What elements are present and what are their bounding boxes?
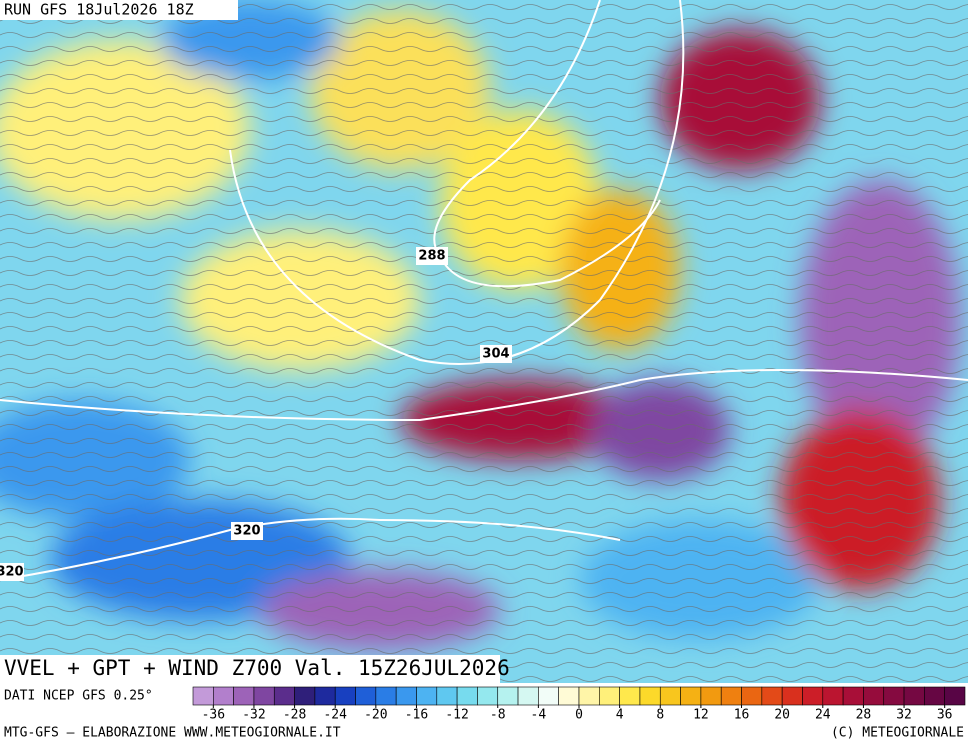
color-swatch bbox=[741, 686, 763, 706]
color-swatch bbox=[294, 686, 316, 706]
color-swatch bbox=[456, 686, 478, 706]
color-swatch bbox=[375, 686, 397, 706]
color-swatch bbox=[538, 686, 559, 706]
tick-label: 12 bbox=[693, 708, 709, 723]
color-swatch bbox=[822, 686, 844, 706]
color-swatch bbox=[863, 686, 885, 706]
color-swatch bbox=[578, 686, 600, 706]
tick-label: 36 bbox=[937, 708, 953, 723]
color-swatch bbox=[720, 686, 742, 706]
color-swatch bbox=[680, 686, 702, 706]
tick-label: -12 bbox=[445, 708, 468, 723]
contour-label: 320 bbox=[0, 565, 24, 580]
color-swatch bbox=[253, 686, 275, 706]
color-swatch bbox=[700, 686, 722, 706]
color-swatch bbox=[273, 686, 295, 706]
color-swatch bbox=[558, 686, 580, 706]
color-swatch bbox=[924, 686, 945, 706]
tick-label: 0 bbox=[575, 708, 583, 723]
color-swatch bbox=[659, 686, 681, 706]
color-swatch bbox=[477, 686, 499, 706]
color-swatch bbox=[436, 686, 458, 706]
color-swatch bbox=[192, 686, 214, 706]
color-swatch bbox=[233, 686, 255, 706]
data-source: DATI NCEP GFS 0.25° bbox=[4, 689, 153, 704]
credit: MTG-GFS — ELABORAZIONE WWW.METEOGIORNALE… bbox=[4, 726, 341, 741]
tick-label: -16 bbox=[405, 708, 428, 723]
tick-label: -36 bbox=[202, 708, 225, 723]
color-swatch bbox=[599, 686, 620, 706]
tick-label: 16 bbox=[734, 708, 750, 723]
color-swatch bbox=[395, 686, 417, 706]
color-swatch bbox=[334, 686, 356, 706]
color-swatch bbox=[802, 686, 824, 706]
contour-label: 320 bbox=[233, 524, 260, 539]
colorbar: -36 -32 -28 -24 -20 -16 -12 -8 -4 0 4 8 12 16 20 24 28 32… bbox=[192, 686, 966, 723]
map-title: VVEL + GPT + WIND Z700 Val. 15Z26JUL2026 bbox=[4, 656, 510, 680]
color-swatch bbox=[781, 686, 803, 706]
color-swatch bbox=[842, 686, 864, 706]
color-swatch bbox=[619, 686, 641, 706]
color-swatch bbox=[517, 686, 539, 706]
tick-label: 4 bbox=[616, 708, 624, 723]
tick-label: 8 bbox=[656, 708, 664, 723]
color-swatch bbox=[883, 686, 905, 706]
tick-label: -20 bbox=[364, 708, 387, 723]
color-swatch bbox=[903, 686, 925, 706]
color-swatch bbox=[761, 686, 783, 706]
color-swatch bbox=[639, 686, 661, 706]
color-swatch bbox=[416, 686, 438, 706]
copyright: (C) METEOGIORNALE bbox=[831, 726, 964, 741]
tick-label: -32 bbox=[242, 708, 265, 723]
color-swatch bbox=[213, 686, 234, 706]
run-label: RUN GFS 18Jul2026 18Z bbox=[4, 1, 194, 19]
map: 288 304 320 320 RUN GFS 18Jul2026 18Z VV… bbox=[0, 0, 968, 683]
tick-label: 24 bbox=[815, 708, 831, 723]
color-swatch bbox=[355, 686, 377, 706]
color-swatch bbox=[314, 686, 336, 706]
color-swatch bbox=[497, 686, 519, 706]
tick-label: -24 bbox=[323, 708, 347, 723]
tick-label: 32 bbox=[896, 708, 912, 723]
tick-label: -4 bbox=[531, 708, 547, 723]
color-swatch bbox=[944, 686, 966, 706]
tick-label: -28 bbox=[283, 708, 306, 723]
tick-label: 20 bbox=[774, 708, 790, 723]
contour-label: 288 bbox=[418, 249, 445, 264]
tick-label: -8 bbox=[490, 708, 506, 723]
tick-label: 28 bbox=[856, 708, 872, 723]
contour-label: 304 bbox=[482, 347, 509, 362]
